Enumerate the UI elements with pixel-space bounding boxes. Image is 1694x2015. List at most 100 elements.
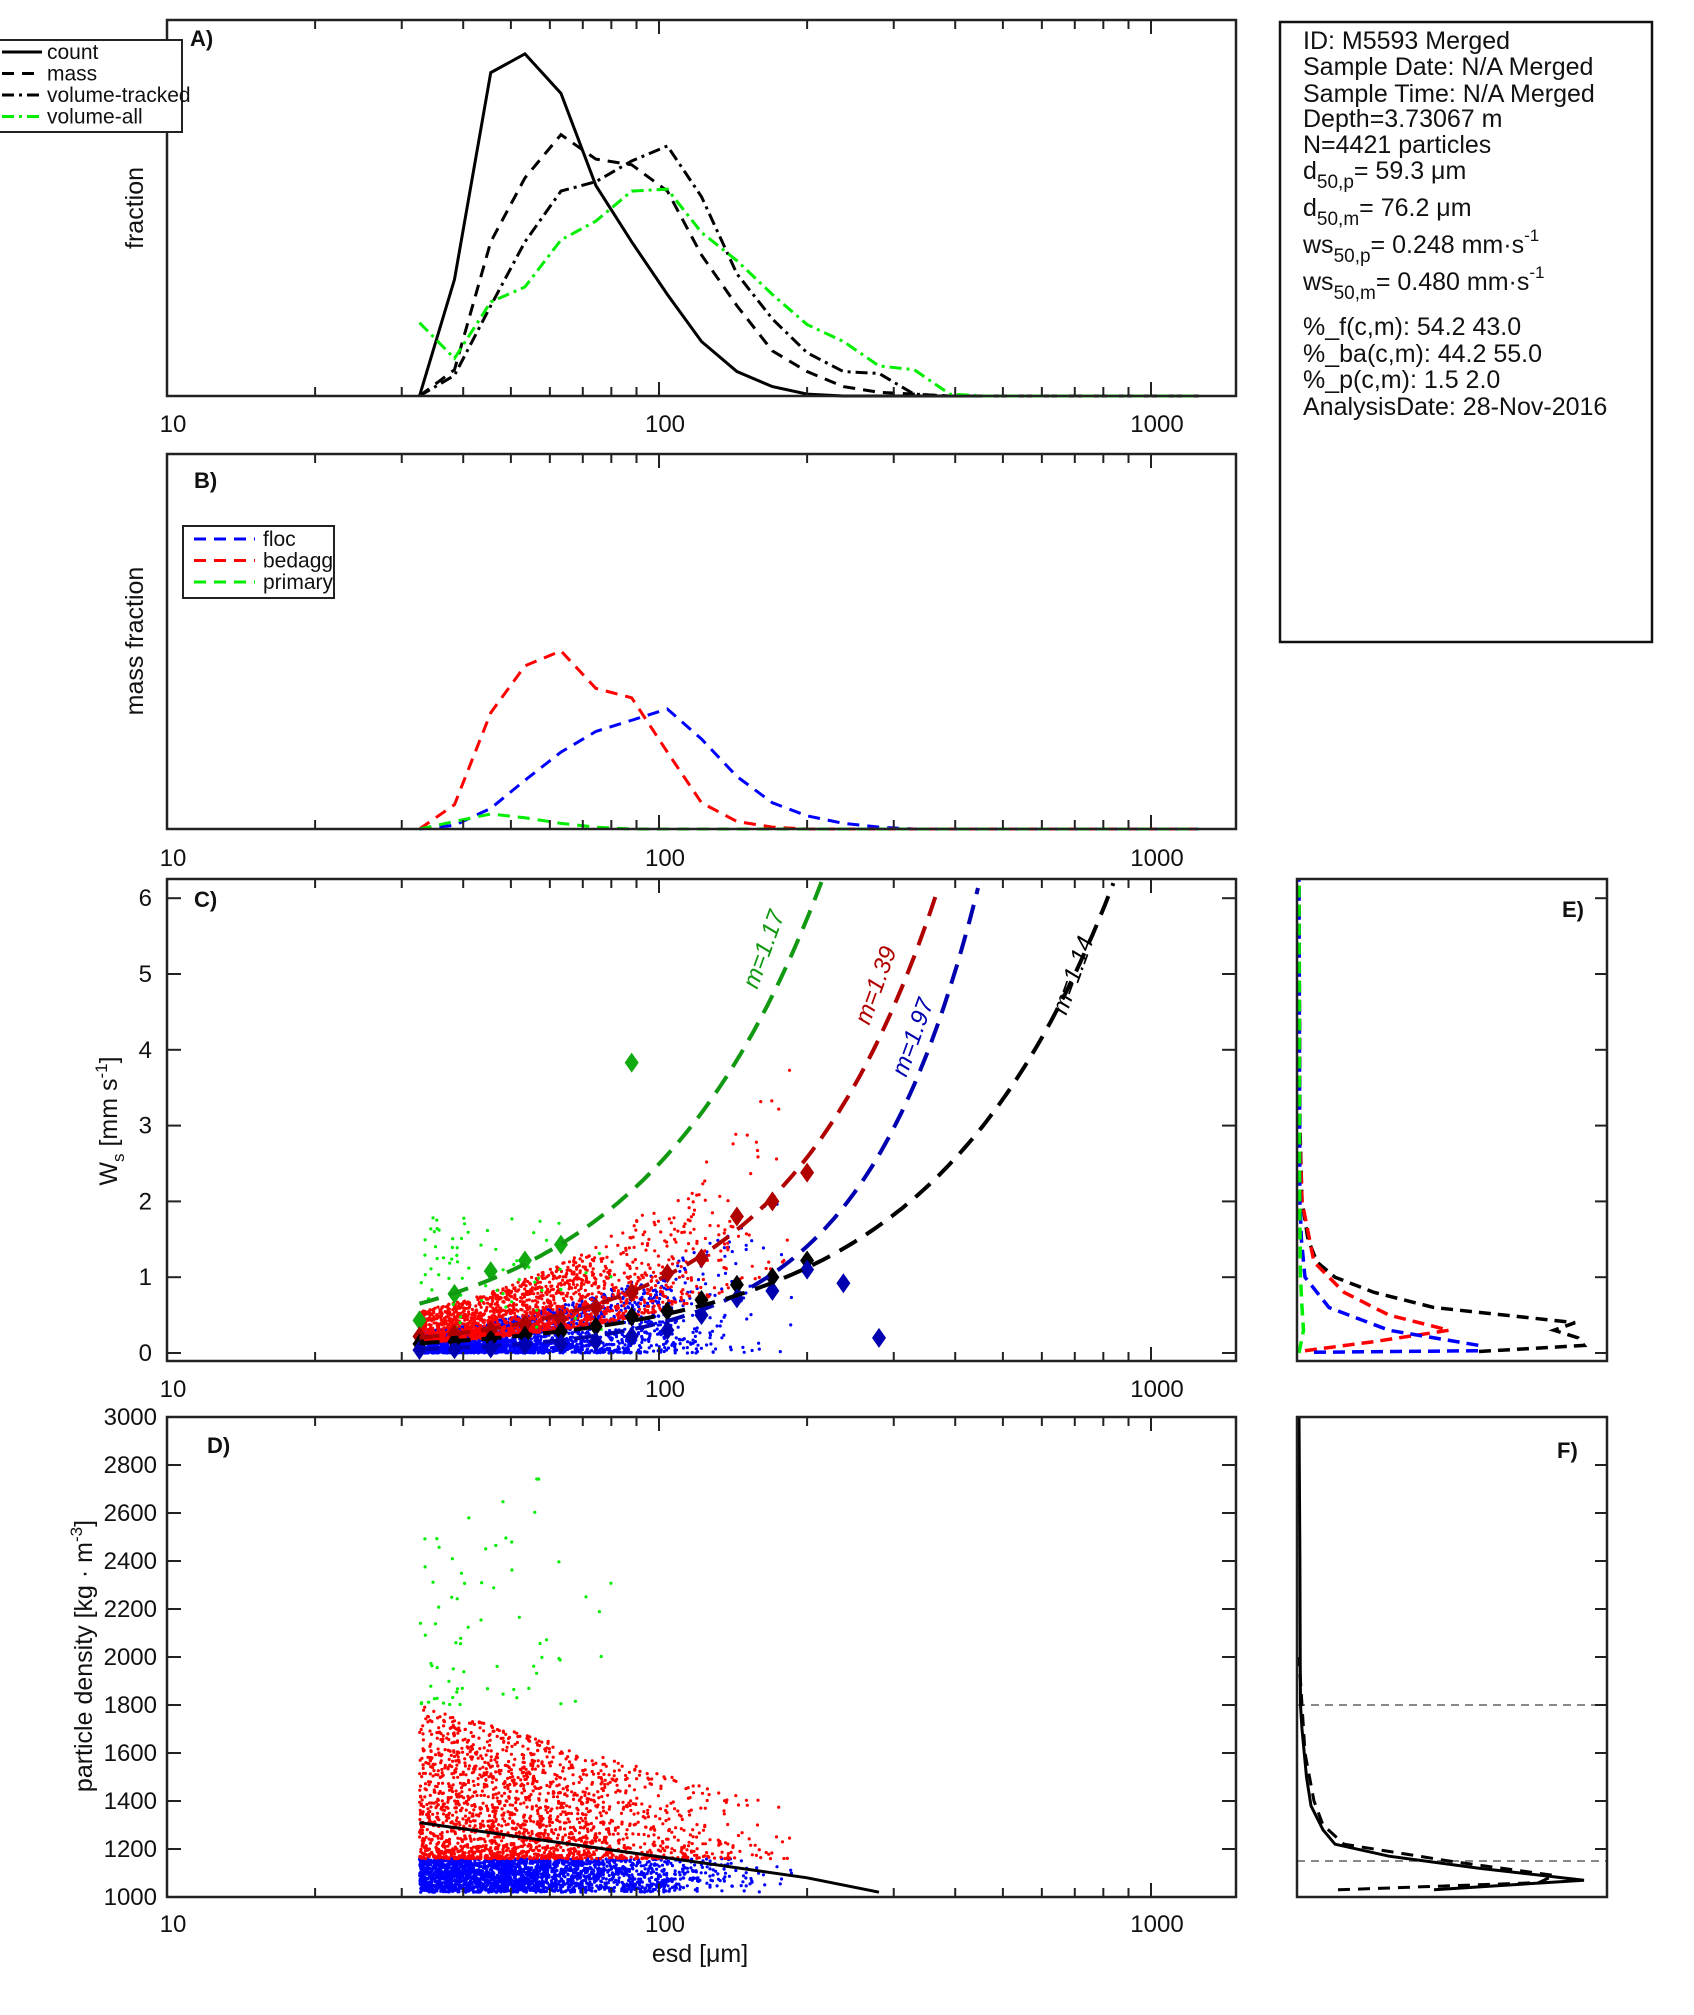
scatter-point-floc <box>638 1322 642 1327</box>
scatter-point-bedagg <box>447 1326 451 1331</box>
scatter-point-bedagg <box>503 1309 507 1313</box>
scatter-point-bedagg <box>643 1300 647 1304</box>
scatter-point-floc <box>605 1860 609 1864</box>
scatter-point-floc <box>663 1346 667 1350</box>
scatter-point-floc <box>640 1340 644 1344</box>
scatter-point-bedagg <box>610 1283 614 1287</box>
scatter-point-bedagg <box>430 1319 434 1323</box>
scatter-point-bedagg <box>641 1276 645 1280</box>
scatter-point-bedagg <box>555 1265 559 1269</box>
scatter-point-bedagg <box>485 1305 489 1309</box>
scatter-point-floc <box>551 1311 555 1315</box>
scatter-point-floc <box>750 1239 754 1243</box>
scatter-point-primary <box>510 1300 514 1304</box>
scatter-point-bedagg <box>577 1288 581 1292</box>
scatter-point-floc <box>673 1869 677 1873</box>
scatter-point-floc <box>539 1338 543 1342</box>
scatter-point-floc <box>739 1884 743 1888</box>
scatter-point-bedagg <box>718 1194 722 1198</box>
scatter-point-bedagg <box>645 1304 649 1308</box>
scatter-point-bedagg <box>745 1133 749 1137</box>
scatter-point-primary <box>495 1288 499 1292</box>
scatter-point-floc <box>693 1340 698 1344</box>
scatter-point-bedagg <box>590 1292 594 1296</box>
scatter-point-bedagg <box>449 1324 453 1328</box>
scatter-point-floc <box>478 1349 482 1353</box>
scatter-point-floc <box>570 1350 574 1354</box>
scatter-point-primary <box>451 1237 455 1241</box>
scatter-point-bedagg <box>643 1271 647 1275</box>
scatter-point-bedagg <box>661 1300 665 1304</box>
scatter-point-bedagg <box>512 1329 516 1333</box>
scatter-point-bedagg <box>670 1302 674 1306</box>
scatter-point-bedagg <box>734 1132 738 1136</box>
scatter-point-floc <box>573 1347 578 1351</box>
scatter-point-floc <box>567 1303 571 1307</box>
scatter-point-floc <box>698 1331 702 1335</box>
scatter-point-bedagg <box>695 1284 699 1288</box>
scatter-point-bedagg <box>526 1292 530 1296</box>
scatter-point-floc <box>662 1336 667 1341</box>
scatter-point-bedagg <box>645 1243 650 1247</box>
scatter-point-bedagg <box>720 1290 724 1294</box>
scatter-point-floc <box>690 1350 694 1355</box>
scatter-point-bedagg <box>669 1221 673 1225</box>
scatter-point-bedagg <box>440 1336 444 1340</box>
scatter-point-bedagg <box>424 1323 428 1327</box>
scatter-point-bedagg <box>566 1265 570 1269</box>
scatter-point-bedagg <box>543 1276 547 1280</box>
scatter-point-bedagg <box>744 1232 749 1236</box>
scatter-point-bedagg <box>472 1323 476 1328</box>
scatter-point-floc <box>722 1315 726 1319</box>
scatter-point-bedagg <box>531 1308 535 1312</box>
scatter-point-bedagg <box>787 1068 792 1072</box>
scatter-point-bedagg <box>586 1314 591 1319</box>
scatter-point-primary <box>527 1265 531 1269</box>
scatter-point-bedagg <box>428 1313 432 1318</box>
scatter-point-primary <box>455 1253 459 1257</box>
scatter-point-bedagg <box>476 1322 480 1326</box>
scatter-point-bedagg <box>782 1258 786 1263</box>
scatter-point-floc <box>658 1297 662 1301</box>
scatter-point-bedagg <box>479 1314 484 1318</box>
scatter-point-bedagg <box>508 1303 512 1307</box>
scatter-point-floc <box>531 1351 536 1355</box>
scatter-point-primary <box>435 1227 439 1231</box>
scatter-point-bedagg <box>574 1305 578 1309</box>
scatter-point-bedagg <box>446 1313 451 1317</box>
scatter-point-bedagg <box>633 1272 637 1276</box>
scatter-point-bedagg <box>481 1334 485 1338</box>
scatter-point-bedagg <box>501 1287 505 1291</box>
scatter-point-bedagg <box>462 1306 466 1310</box>
scatter-point-floc <box>716 1238 720 1242</box>
scatter-point-bedagg <box>561 1261 565 1265</box>
scatter-point-floc <box>674 1277 678 1281</box>
scatter-point-bedagg <box>651 1299 655 1303</box>
scatter-point-floc <box>683 1281 687 1285</box>
scatter-point-bedagg <box>607 1309 611 1313</box>
scatter-point-bedagg <box>612 1273 617 1277</box>
scatter-point-bedagg <box>584 1314 588 1318</box>
scatter-point-bedagg <box>682 1230 687 1234</box>
scatter-point-bedagg <box>750 1264 754 1268</box>
scatter-point-primary <box>609 1275 613 1279</box>
scatter-point-bedagg <box>547 1326 551 1330</box>
scatter-point-bedagg <box>526 1308 530 1312</box>
scatter-point-bedagg <box>747 1233 751 1237</box>
scatter-point-floc <box>673 1344 677 1349</box>
scatter-point-floc <box>778 1882 782 1886</box>
scatter-point-floc <box>711 1350 715 1354</box>
scatter-point-bedagg <box>684 1249 688 1253</box>
scatter-point-bedagg <box>689 1278 694 1282</box>
scatter-point-floc <box>674 1336 678 1340</box>
scatter-point-floc <box>441 1350 445 1354</box>
scatter-point-bedagg <box>497 1297 501 1301</box>
scatter-point-bedagg <box>631 1260 635 1264</box>
scatter-point-bedagg <box>439 1322 443 1326</box>
scatter-point-bedagg <box>445 1322 449 1326</box>
scatter-point-floc <box>533 1335 537 1339</box>
scatter-point-bedagg <box>447 1307 451 1311</box>
scatter-point-bedagg <box>677 1275 682 1279</box>
scatter-point-floc <box>599 1312 603 1316</box>
scatter-point-bedagg <box>551 1308 555 1312</box>
